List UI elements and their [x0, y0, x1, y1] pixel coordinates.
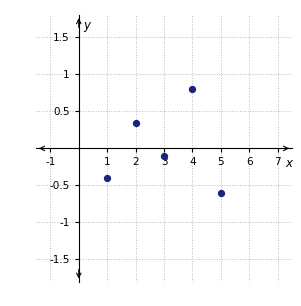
Point	[162, 153, 166, 158]
Text: x: x	[286, 157, 293, 170]
Point	[105, 176, 110, 181]
Point	[219, 190, 223, 195]
Point	[190, 87, 195, 92]
Point	[133, 120, 138, 125]
Text: y: y	[83, 19, 90, 32]
